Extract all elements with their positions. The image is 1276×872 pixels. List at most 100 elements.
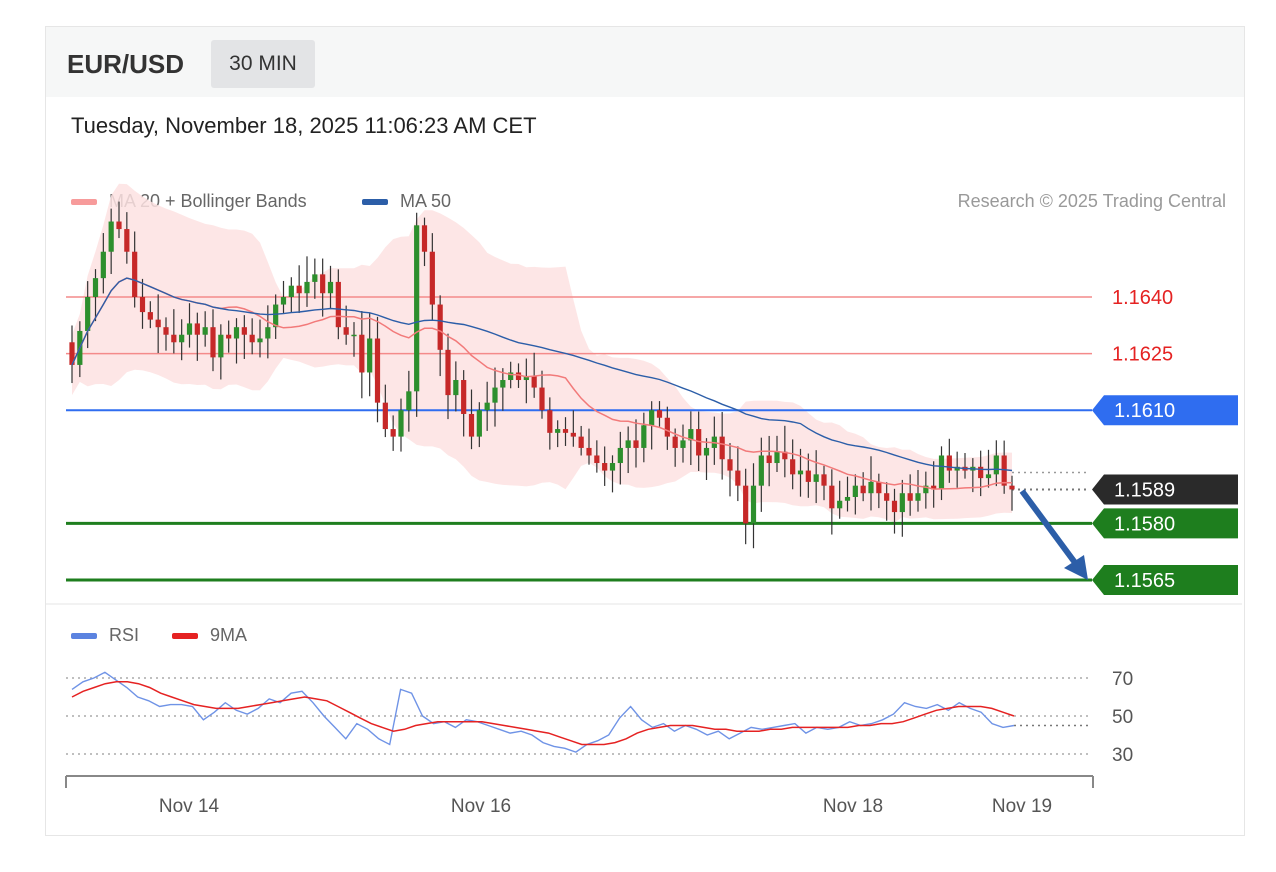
candle-body — [69, 342, 75, 365]
rsi-tick-label: 30 — [1112, 745, 1133, 766]
candle-body — [351, 334, 357, 337]
candle-body — [484, 402, 490, 411]
candle-body — [923, 485, 929, 494]
legend-rsi-label: RSI — [109, 625, 140, 645]
legend-ma50: MA 50 — [362, 191, 451, 212]
candle-body — [335, 281, 341, 328]
candle-body — [312, 274, 318, 282]
candle-body — [774, 451, 780, 464]
level-tag-pivot — [1092, 395, 1238, 426]
candle-body — [265, 327, 271, 339]
candle-body — [327, 281, 334, 294]
candle-body — [100, 251, 106, 279]
candle-body — [915, 493, 921, 501]
candle-body — [907, 493, 913, 501]
candle-body — [696, 429, 702, 456]
candle-body — [445, 349, 451, 396]
candle-body — [852, 485, 858, 497]
candle-body — [273, 304, 279, 328]
forecast-arrow-head — [1064, 555, 1088, 580]
candle-body — [750, 485, 757, 524]
level-label-resistance: 1.1625 — [1112, 344, 1173, 366]
candle-body — [343, 327, 349, 335]
candle-body — [124, 229, 130, 252]
candle-body — [210, 327, 216, 358]
candle-body — [946, 455, 952, 471]
forecast-arrow-shaft — [1019, 489, 1079, 566]
candle-body — [664, 417, 670, 437]
candle-body — [304, 281, 310, 294]
symbol-title: EUR/USD — [67, 49, 185, 79]
candle-body — [625, 440, 631, 448]
candle-body — [978, 466, 984, 479]
candle-body — [406, 391, 412, 411]
rsi-line — [71, 671, 1015, 753]
candle-body — [938, 455, 945, 490]
candle-body — [226, 334, 232, 339]
x-tick-label: Nov 18 — [823, 796, 883, 817]
ma20-line — [71, 277, 1013, 490]
candle-body — [288, 285, 294, 297]
candle-body — [672, 436, 678, 448]
x-tick-label: Nov 16 — [451, 796, 511, 817]
candle-body — [578, 436, 584, 448]
legend-ma50-label: MA 50 — [400, 191, 452, 211]
level-tag-current — [1092, 474, 1238, 505]
x-tick-label: Nov 19 — [992, 796, 1052, 817]
x-tick-label: Nov 14 — [159, 796, 220, 817]
candle-body — [586, 447, 592, 456]
candle-body — [688, 429, 694, 441]
candle-body — [476, 410, 482, 437]
candle-body — [296, 285, 302, 294]
candle-body — [876, 481, 882, 494]
ma20-swatch — [71, 199, 97, 206]
candle-body — [186, 323, 193, 335]
candle-body — [531, 376, 537, 388]
candle-body — [1001, 455, 1007, 486]
timeframe-badge[interactable]: 30 MIN — [211, 40, 315, 88]
candle-body — [421, 225, 428, 252]
candle-body — [555, 429, 561, 433]
level-label-current: 1.1589 — [1114, 479, 1175, 501]
candle-body — [985, 474, 992, 479]
level-label-pivot: 1.1610 — [1114, 400, 1175, 422]
ma50-line — [71, 277, 1013, 472]
candle-body — [249, 334, 255, 343]
legend-9ma: 9MA — [172, 625, 247, 646]
candle-body — [844, 496, 851, 501]
candle-body — [461, 380, 467, 414]
candle-body — [609, 463, 616, 471]
candle-body — [233, 327, 240, 339]
candle-body — [899, 493, 905, 513]
candle-body — [139, 297, 146, 313]
candle-body — [641, 425, 647, 448]
candle-body — [155, 319, 161, 328]
candle-body — [837, 500, 843, 509]
candle-body — [1009, 485, 1015, 490]
candle-body — [132, 251, 138, 297]
chart-card: EUR/USD 30 MIN Tuesday, November 18, 202… — [45, 26, 1245, 836]
candle-body — [539, 387, 545, 411]
legend-9ma-label: 9MA — [210, 625, 248, 645]
level-label-resistance: 1.1640 — [1112, 287, 1173, 309]
candle-body — [116, 221, 122, 230]
candle-body — [860, 485, 866, 494]
level-tag-support — [1092, 565, 1238, 595]
ma50-swatch — [362, 199, 388, 206]
ma9-swatch — [172, 633, 198, 640]
candle-body — [85, 297, 91, 331]
candle-body — [758, 455, 764, 486]
candle-body — [829, 485, 835, 509]
candle-body — [602, 463, 608, 471]
candle-body — [367, 338, 373, 373]
candle-body — [766, 455, 772, 464]
candle-body — [390, 429, 396, 437]
candle-body — [805, 470, 811, 482]
candle-body — [868, 481, 874, 494]
candle-body — [108, 221, 114, 252]
candle-body — [570, 432, 576, 437]
rsi-9ma-line — [71, 681, 1015, 746]
candle-body — [931, 485, 937, 490]
candle-body — [523, 376, 529, 381]
